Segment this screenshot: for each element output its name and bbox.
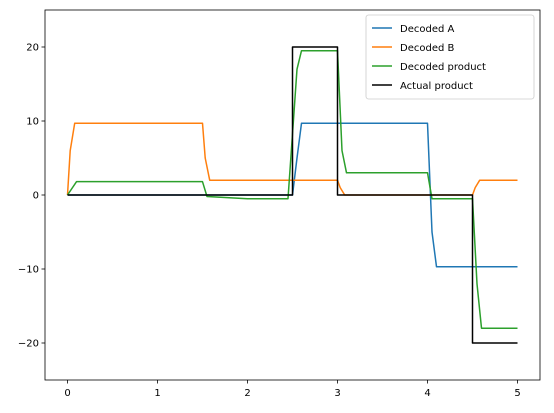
y-tick-label: 20 bbox=[26, 43, 39, 54]
legend-label-decoded-b: Decoded B bbox=[400, 43, 454, 54]
legend-box bbox=[365, 14, 535, 100]
y-tick-label: 10 bbox=[26, 117, 39, 128]
legend-label-actual-product: Actual product bbox=[400, 81, 473, 92]
x-tick-label: 2 bbox=[244, 388, 250, 399]
x-tick-label: 1 bbox=[154, 388, 160, 399]
x-tick-label: 3 bbox=[334, 388, 340, 399]
series-layer bbox=[66, 46, 518, 344]
series-group bbox=[66, 46, 518, 344]
y-tick-label: −10 bbox=[18, 265, 39, 276]
ticks-layer: 0 1 2 3 4 5 −20 −10 0 10 20 bbox=[18, 43, 521, 400]
y-tick-label: 0 bbox=[33, 191, 39, 202]
x-tick-label: 5 bbox=[514, 388, 520, 399]
series-line-decoded-product bbox=[66, 49, 518, 329]
legend-label-decoded-product: Decoded product bbox=[400, 62, 486, 73]
legend-label-decoded-a: Decoded A bbox=[400, 24, 454, 35]
x-tick-label: 4 bbox=[424, 388, 430, 399]
x-tick-label: 0 bbox=[64, 388, 70, 399]
legend: Decoded A Decoded B Decoded product Actual … bbox=[365, 14, 535, 100]
series-line-actual-product bbox=[67, 46, 518, 344]
y-tick-label: −20 bbox=[18, 339, 39, 350]
